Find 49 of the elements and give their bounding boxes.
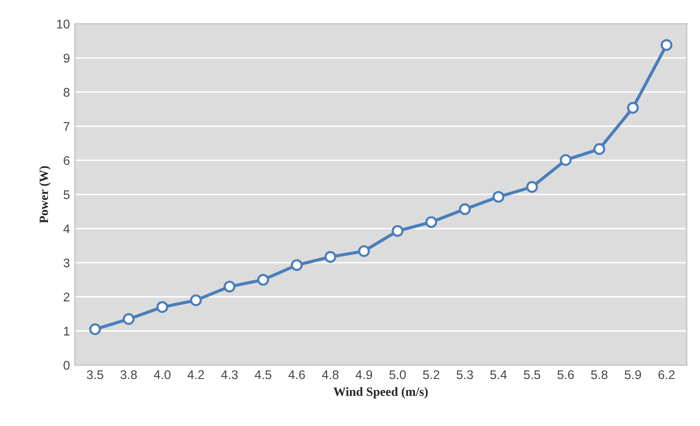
- x-tick-label: 4.5: [254, 370, 272, 380]
- point: [425, 216, 438, 228]
- y-axis-title: Power (W): [39, 166, 51, 224]
- x-tick-label: 4.6: [288, 370, 305, 380]
- x-tick-label: 4.8: [322, 370, 339, 380]
- point: [593, 143, 606, 155]
- point: [627, 102, 639, 114]
- point: [257, 274, 270, 286]
- x-tick-label: 5.2: [423, 370, 440, 380]
- y-tick-label: 8: [64, 88, 70, 97]
- y-tick-label: 4: [63, 224, 70, 234]
- point: [560, 154, 572, 166]
- point: [122, 313, 135, 325]
- x-tick-label: 4.9: [356, 370, 372, 380]
- y-tick-label: 1: [64, 326, 70, 336]
- x-tick-label: 5.8: [591, 370, 608, 380]
- point: [324, 251, 336, 263]
- x-tick-label: 3.8: [120, 370, 137, 380]
- y-tick-label: 7: [64, 122, 70, 131]
- x-tick-label: 4.2: [188, 370, 204, 379]
- x-tick-label: 5.9: [624, 370, 642, 380]
- y-tick-label: 2: [64, 292, 70, 302]
- x-tick-label: 5.4: [490, 370, 507, 380]
- point: [660, 39, 672, 51]
- point: [358, 245, 370, 258]
- y-tick-label: 5: [64, 190, 70, 200]
- y-tick-label: 6: [64, 156, 70, 165]
- point: [224, 280, 236, 293]
- x-tick-label: 3.5: [86, 370, 104, 380]
- x-tick-label: 5.6: [557, 370, 574, 380]
- x-tick-label: 5.5: [524, 370, 540, 380]
- point: [190, 294, 202, 306]
- x-tick-label: 5.3: [456, 370, 473, 380]
- point: [156, 301, 168, 313]
- y-tick-label: 0: [64, 360, 70, 370]
- y-tick-label: 3: [64, 258, 70, 268]
- point: [290, 259, 303, 272]
- x-tick-label: 6.2: [658, 370, 675, 380]
- x-tick-label: 4.0: [154, 370, 170, 380]
- x-axis-title: Wind Speed (m/s): [334, 387, 428, 398]
- point: [492, 190, 504, 203]
- point: [458, 203, 471, 216]
- point: [89, 323, 101, 336]
- point: [526, 181, 538, 193]
- y-tick-label: 10: [57, 20, 70, 29]
- point: [392, 225, 404, 237]
- x-tick-label: 5.0: [389, 370, 406, 380]
- x-tick-label: 4.3: [221, 370, 238, 380]
- y-tick-label: 9: [64, 54, 70, 63]
